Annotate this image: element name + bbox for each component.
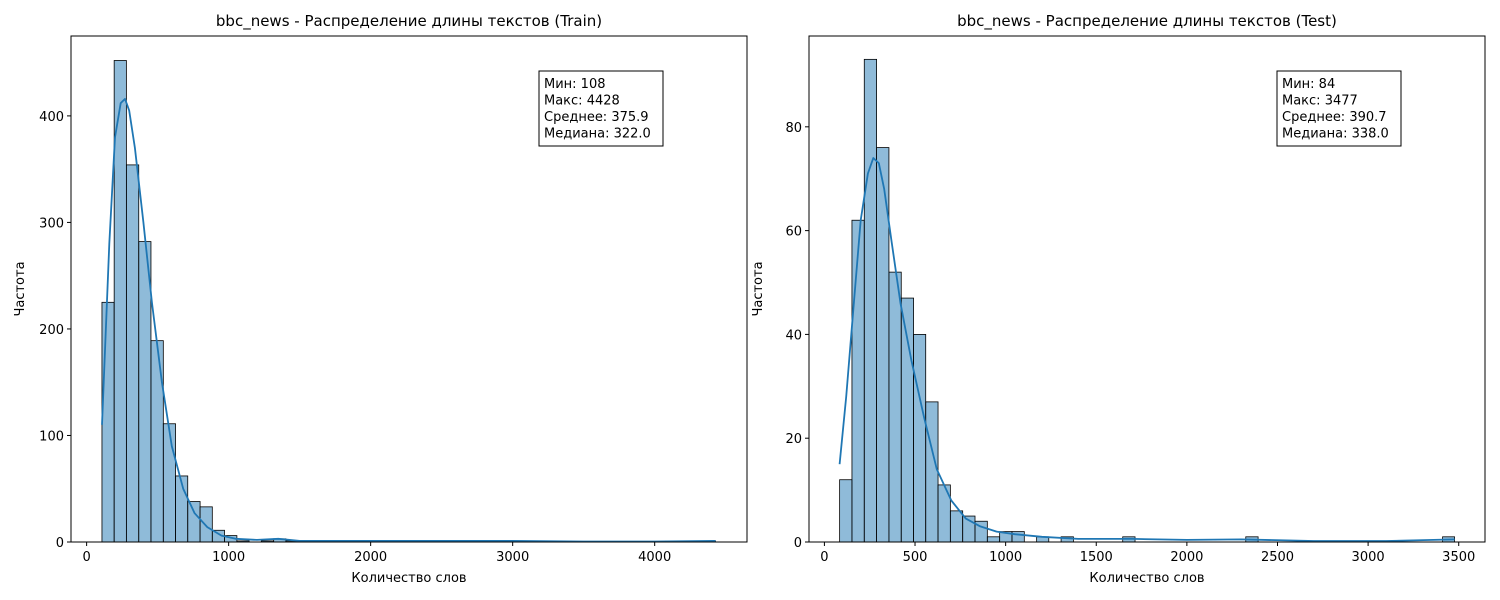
y-tick-label: 80 bbox=[785, 121, 802, 136]
train-histogram-panel: bbc_news - Распределение длины текстов (… bbox=[13, 12, 748, 586]
stats-line: Макс: 3477 bbox=[1282, 94, 1358, 109]
histogram-bar bbox=[150, 340, 164, 543]
x-axis-label: Количество слов bbox=[1089, 571, 1204, 586]
histogram-bar bbox=[925, 401, 939, 543]
y-tick-label: 40 bbox=[785, 328, 802, 343]
kde-line bbox=[838, 157, 1455, 542]
stats-line: Макс: 4428 bbox=[544, 94, 620, 109]
histogram-bar bbox=[101, 301, 115, 543]
histogram-bar bbox=[125, 164, 140, 543]
stats-box-frame bbox=[1276, 70, 1402, 147]
histogram-bar bbox=[138, 241, 152, 543]
plot-frame bbox=[808, 35, 1486, 543]
x-axis-label: Количество слов bbox=[351, 571, 466, 586]
plot-frame bbox=[70, 35, 748, 543]
histogram-bar bbox=[863, 58, 877, 543]
histogram-bar bbox=[949, 510, 964, 543]
y-axis-label: Частота bbox=[13, 261, 28, 316]
stats-box-frame bbox=[538, 70, 664, 147]
stats-line: Среднее: 375.9 bbox=[544, 110, 649, 125]
x-tick-label: 0 bbox=[820, 550, 828, 565]
histogram-bar bbox=[851, 219, 865, 543]
stats-line: Среднее: 390.7 bbox=[1282, 110, 1387, 125]
x-tick-label: 1000 bbox=[212, 550, 245, 565]
x-tick-label: 1000 bbox=[989, 550, 1022, 565]
y-tick-label: 100 bbox=[39, 429, 64, 444]
y-tick-label: 0 bbox=[794, 536, 802, 551]
kde-line bbox=[101, 98, 716, 543]
y-tick-label: 0 bbox=[56, 536, 64, 551]
histogram-bar bbox=[986, 536, 1001, 543]
histogram-bar bbox=[187, 501, 201, 543]
stats-line: Медиана: 322.0 bbox=[544, 127, 651, 142]
x-tick-label: 0 bbox=[82, 550, 90, 565]
histogram-bars bbox=[101, 60, 716, 543]
x-tick-label: 2000 bbox=[354, 550, 387, 565]
x-tick-label: 1500 bbox=[1080, 550, 1113, 565]
y-tick-label: 300 bbox=[39, 216, 64, 231]
test-histogram-panel: bbc_news - Распределение длины текстов (… bbox=[751, 12, 1486, 586]
histogram-bar bbox=[839, 479, 853, 543]
x-tick-label: 3000 bbox=[496, 550, 529, 565]
chart-title: bbc_news - Распределение длины текстов (… bbox=[957, 12, 1337, 31]
x-tick-label: 2000 bbox=[1170, 550, 1203, 565]
histogram-bar bbox=[888, 271, 902, 543]
y-axis-label: Частота bbox=[751, 261, 766, 316]
y-tick-label: 20 bbox=[785, 432, 802, 447]
stats-line: Медиана: 338.0 bbox=[1282, 127, 1389, 142]
histogram-bars bbox=[839, 58, 1455, 543]
histogram-bar bbox=[199, 506, 213, 543]
x-tick-label: 500 bbox=[903, 550, 928, 565]
x-tick-label: 2500 bbox=[1261, 550, 1294, 565]
y-tick-label: 400 bbox=[39, 110, 64, 125]
stats-line: Мин: 84 bbox=[1282, 77, 1335, 92]
stats-line: Мин: 108 bbox=[544, 77, 606, 92]
y-tick-label: 200 bbox=[39, 323, 64, 338]
histogram-bar bbox=[900, 297, 914, 543]
x-tick-label: 3000 bbox=[1352, 550, 1385, 565]
x-tick-label: 4000 bbox=[638, 550, 671, 565]
histogram-bar bbox=[162, 423, 176, 543]
histogram-bar bbox=[913, 334, 927, 543]
chart-title: bbc_news - Распределение длины текстов (… bbox=[216, 12, 602, 31]
y-tick-label: 60 bbox=[785, 225, 802, 240]
x-tick-label: 3500 bbox=[1442, 550, 1475, 565]
